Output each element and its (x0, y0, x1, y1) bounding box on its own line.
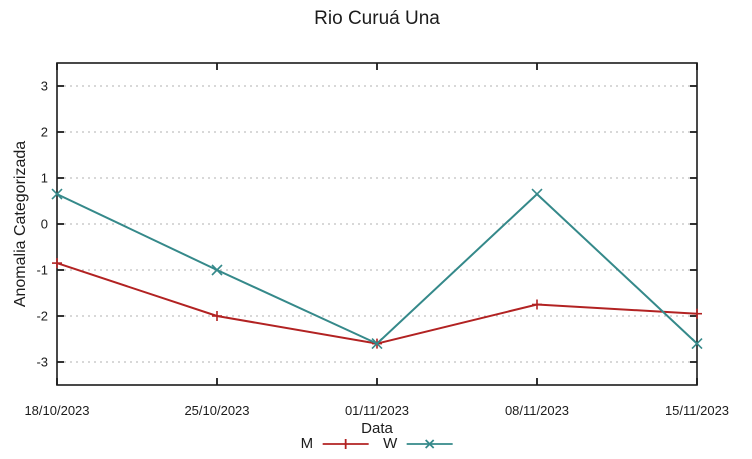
svg-text:15/11/2023: 15/11/2023 (665, 403, 729, 418)
legend: M W (301, 435, 454, 452)
legend-entry-w: W (383, 435, 453, 452)
legend-entry-m: M (301, 435, 370, 452)
svg-text:08/11/2023: 08/11/2023 (505, 403, 569, 418)
x-axis-label: Data (361, 420, 393, 437)
legend-label-m: M (300, 435, 314, 452)
svg-text:-2: -2 (36, 309, 48, 324)
svg-text:18/10/2023: 18/10/2023 (24, 403, 89, 418)
legend-cross-marker-icon (406, 438, 453, 449)
svg-text:0: 0 (41, 217, 48, 232)
svg-text:01/11/2023: 01/11/2023 (345, 403, 409, 418)
svg-text:-1: -1 (36, 263, 48, 278)
svg-text:1: 1 (41, 171, 48, 186)
svg-text:2: 2 (41, 125, 48, 140)
chart-title: Rio Curuá Una (314, 8, 440, 29)
legend-label-w: W (383, 435, 398, 452)
svg-text:25/10/2023: 25/10/2023 (184, 403, 249, 418)
svg-text:-3: -3 (36, 355, 48, 370)
legend-plus-marker-icon (322, 438, 369, 449)
svg-text:3: 3 (41, 79, 48, 94)
